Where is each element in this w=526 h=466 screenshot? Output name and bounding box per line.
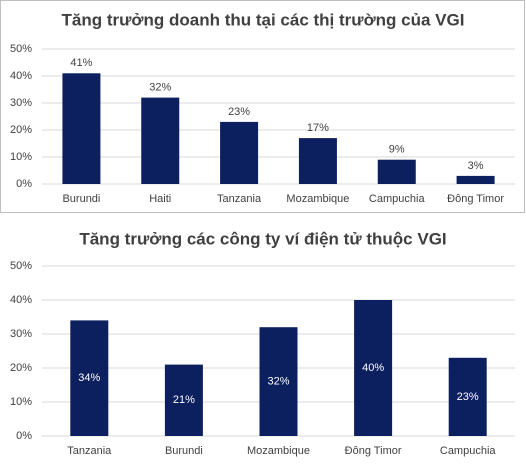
chart-title: Tăng trưởng các công ty ví điện tử thuộc… — [79, 229, 446, 248]
y-tick-label: 0% — [16, 430, 32, 442]
y-tick-label: 20% — [10, 362, 32, 374]
value-label: 3% — [468, 160, 484, 172]
x-tick-label: Mozambique — [286, 193, 349, 205]
value-label: 9% — [389, 144, 405, 156]
y-tick-label: 10% — [10, 151, 32, 163]
x-tick-label: Campuchia — [369, 193, 426, 205]
x-tick-label: Burundi — [62, 193, 100, 205]
chart-title: Tăng trưởng doanh thu tại các thị trường… — [62, 10, 465, 29]
bar — [220, 121, 259, 184]
x-tick-label: Campuchia — [440, 445, 497, 457]
y-tick-label: 0% — [16, 178, 32, 190]
bar — [298, 138, 337, 184]
x-tick-label: Đông Timor — [447, 193, 504, 205]
value-label: 23% — [228, 106, 250, 118]
bar — [448, 357, 487, 436]
x-tick-label: Đông Timor — [345, 445, 402, 457]
value-label: 23% — [457, 391, 479, 403]
value-label: 17% — [307, 122, 329, 134]
value-label: 21% — [173, 394, 195, 406]
value-label: 32% — [149, 82, 171, 94]
bar — [377, 159, 416, 184]
y-tick-label: 50% — [10, 260, 32, 272]
bar — [259, 327, 298, 436]
y-tick-label: 40% — [10, 70, 32, 82]
bar — [141, 97, 180, 184]
x-tick-label: Tanzania — [67, 445, 112, 457]
y-tick-label: 10% — [10, 396, 32, 408]
bar — [354, 300, 393, 436]
y-tick-label: 20% — [10, 124, 32, 136]
y-tick-label: 30% — [10, 328, 32, 340]
bar — [62, 73, 101, 184]
value-label: 34% — [78, 372, 100, 384]
x-tick-label: Mozambique — [247, 445, 310, 457]
x-tick-label: Burundi — [165, 445, 203, 457]
y-tick-label: 50% — [10, 43, 32, 55]
x-tick-label: Haiti — [149, 193, 171, 205]
x-tick-label: Tanzania — [217, 193, 262, 205]
y-tick-label: 40% — [10, 294, 32, 306]
bar — [456, 175, 495, 184]
bar — [164, 364, 203, 436]
bar — [70, 320, 109, 436]
value-label: 40% — [362, 362, 384, 374]
value-label: 32% — [267, 376, 289, 388]
value-label: 41% — [70, 57, 92, 69]
y-tick-label: 30% — [10, 97, 32, 109]
